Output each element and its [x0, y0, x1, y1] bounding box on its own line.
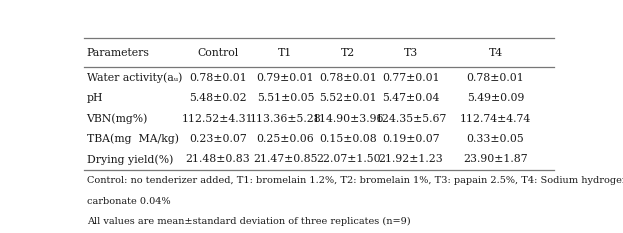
Text: 5.52±0.01: 5.52±0.01 — [320, 93, 377, 103]
Text: T4: T4 — [488, 48, 503, 58]
Text: 5.49±0.09: 5.49±0.09 — [467, 93, 524, 103]
Text: Parameters: Parameters — [87, 48, 150, 58]
Text: 0.79±0.01: 0.79±0.01 — [257, 73, 314, 83]
Text: T2: T2 — [341, 48, 355, 58]
Text: 23.90±1.87: 23.90±1.87 — [464, 154, 528, 164]
Text: Drying yield(%): Drying yield(%) — [87, 154, 173, 165]
Text: 124.35±5.67: 124.35±5.67 — [375, 113, 447, 123]
Text: VBN(mg%): VBN(mg%) — [87, 113, 148, 124]
Text: 0.78±0.01: 0.78±0.01 — [189, 73, 247, 83]
Text: Control: no tenderizer added, T1: bromelain 1.2%, T2: bromelain 1%, T3: papain 2: Control: no tenderizer added, T1: bromel… — [87, 176, 623, 185]
Text: 5.47±0.04: 5.47±0.04 — [383, 93, 440, 103]
Text: 0.15±0.08: 0.15±0.08 — [320, 134, 377, 144]
Text: 21.47±0.85: 21.47±0.85 — [253, 154, 318, 164]
Text: 0.78±0.01: 0.78±0.01 — [320, 73, 377, 83]
Text: 21.48±0.83: 21.48±0.83 — [186, 154, 250, 164]
Text: 112.52±4.31: 112.52±4.31 — [182, 113, 254, 123]
Text: 0.25±0.06: 0.25±0.06 — [257, 134, 315, 144]
Text: pH: pH — [87, 93, 103, 103]
Text: 0.78±0.01: 0.78±0.01 — [467, 73, 525, 83]
Text: 0.23±0.07: 0.23±0.07 — [189, 134, 247, 144]
Text: 0.19±0.07: 0.19±0.07 — [383, 134, 440, 144]
Text: 22.07±1.50: 22.07±1.50 — [316, 154, 381, 164]
Text: 5.48±0.02: 5.48±0.02 — [189, 93, 247, 103]
Text: carbonate 0.04%: carbonate 0.04% — [87, 197, 170, 206]
Text: 5.51±0.05: 5.51±0.05 — [257, 93, 314, 103]
Text: 113.36±5.28: 113.36±5.28 — [250, 113, 321, 123]
Text: T3: T3 — [404, 48, 418, 58]
Text: T1: T1 — [278, 48, 293, 58]
Text: TBA(mg  MA/kg): TBA(mg MA/kg) — [87, 134, 179, 144]
Text: 0.33±0.05: 0.33±0.05 — [467, 134, 525, 144]
Text: 112.74±4.74: 112.74±4.74 — [460, 113, 531, 123]
Text: Control: Control — [197, 48, 239, 58]
Text: 21.92±1.23: 21.92±1.23 — [379, 154, 444, 164]
Text: All values are mean±standard deviation of three replicates (n=9): All values are mean±standard deviation o… — [87, 217, 410, 226]
Text: 0.77±0.01: 0.77±0.01 — [383, 73, 440, 83]
Text: 114.90±3.96: 114.90±3.96 — [313, 113, 384, 123]
Text: Water activity(aᵤ): Water activity(aᵤ) — [87, 72, 182, 83]
